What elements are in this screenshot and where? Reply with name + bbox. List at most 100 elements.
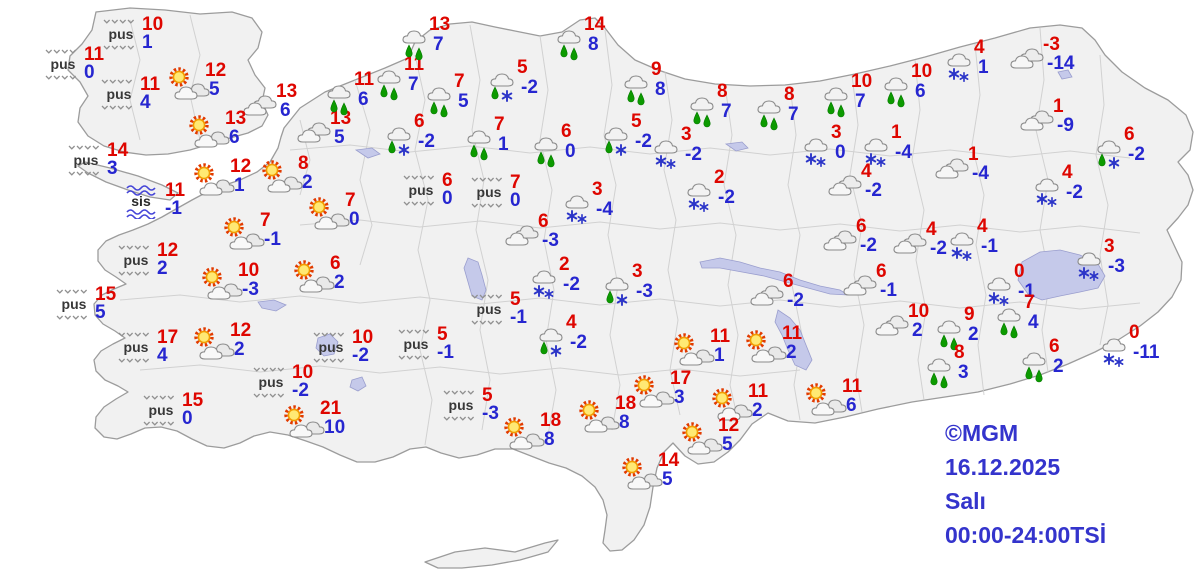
low-temp: 1 [498,134,509,155]
low-temp: 5 [209,79,220,100]
high-temp: 6 [1124,124,1135,145]
cloud-icon [838,270,884,305]
low-temp: 2 [752,400,763,421]
snow-icon [1095,333,1137,374]
weather-station: 10 6 [877,62,957,116]
high-temp: 10 [851,71,873,92]
high-temp: 13 [225,108,247,129]
snow-icon [980,272,1022,313]
low-temp: -2 [1128,144,1145,165]
weather-station: 11 2 [708,382,788,432]
rain-icon [920,353,962,394]
high-temp: 4 [861,161,872,182]
low-temp: 7 [855,91,866,112]
svg-text:sis: sis [131,193,151,209]
rain-snow-icon [597,122,641,163]
low-temp: -14 [1047,53,1075,74]
high-temp: 7 [345,190,356,211]
low-temp: -1 [880,280,897,301]
pus-icon: pus [98,77,142,118]
weather-station: 6 -2 [380,112,460,166]
snow-icon [1028,173,1070,214]
weather-station: pus 15 0 [140,391,220,437]
weather-station: 18 8 [575,394,655,444]
low-temp: 2 [786,342,797,363]
high-temp: 1 [1053,96,1064,117]
high-temp: 11 [782,323,803,344]
rain-icon [930,315,972,356]
high-temp: 14 [107,140,129,161]
high-temp: -3 [1043,34,1060,55]
high-temp: 11 [84,44,105,65]
svg-text:pus: pus [404,336,429,352]
rain-icon [617,70,659,111]
weather-station: 11 6 [802,377,882,427]
sun-cloud-icon [802,383,850,424]
high-temp: 14 [584,14,606,35]
high-temp: 5 [482,385,493,406]
high-temp: 6 [330,253,341,274]
low-temp: 3 [958,362,969,383]
pus-icon: pus [115,243,159,284]
low-temp: -2 [570,332,587,353]
high-temp: 5 [631,111,642,132]
low-temp: -2 [521,77,538,98]
svg-text:pus: pus [124,339,149,355]
high-temp: 11 [748,381,769,402]
snow-icon [1070,247,1112,288]
high-temp: 4 [974,37,985,58]
weather-station: 12 2 [190,321,270,371]
high-temp: 12 [230,156,252,177]
weather-station: pus 10 1 [100,15,180,61]
low-temp: -4 [596,199,613,220]
weather-station: 21 10 [280,399,360,449]
low-temp: -1 [264,229,281,250]
low-temp: 2 [157,258,168,279]
weather-station: 10 -3 [198,261,278,311]
snow-icon [797,133,839,174]
pus-icon: pus [115,330,159,371]
low-temp: 0 [84,62,95,83]
weather-station: 7 -1 [220,211,300,261]
sun-cloud-icon [670,333,718,374]
sun-cloud-icon [280,405,328,446]
cloud-icon [500,220,546,255]
low-temp: -2 [930,238,947,259]
low-temp: 5 [458,91,469,112]
high-temp: 6 [1049,336,1060,357]
high-temp: 2 [559,254,570,275]
weather-station: pus 5 -3 [440,385,520,432]
snow-icon [647,135,689,176]
pus-icon: pus [42,47,86,88]
rain-icon [320,80,362,121]
rain-icon [750,95,792,136]
weather-station: pus 5 -1 [395,325,475,371]
svg-text:pus: pus [477,301,502,317]
cloud-icon [870,310,916,345]
weather-station: 4 -1 [943,217,1023,271]
weather-station: 13 6 [185,109,265,159]
rain-icon [1015,347,1057,388]
low-temp: 1 [234,175,245,196]
low-temp: 3 [107,158,118,179]
low-temp: 2 [334,272,345,293]
weather-station: 3 -3 [1070,237,1150,291]
high-temp: 4 [1062,162,1073,183]
sun-cloud-icon [258,160,306,201]
snow-icon [558,190,600,231]
rain-icon [550,25,592,66]
low-temp: -2 [352,345,369,366]
low-temp: -2 [1066,182,1083,203]
low-temp: 4 [140,92,151,113]
sun-cloud-icon [190,327,238,368]
weather-station: 4 -2 [888,220,968,272]
